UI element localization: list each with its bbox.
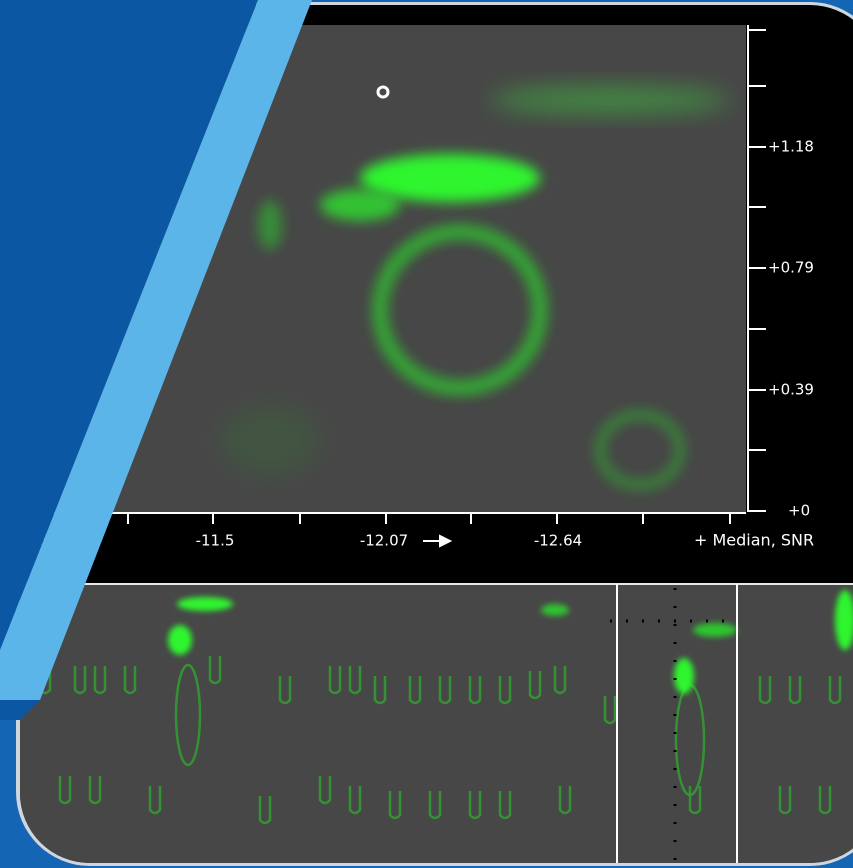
echo-trace	[498, 791, 512, 820]
echo-trace	[553, 666, 567, 695]
echo-trace	[558, 786, 572, 815]
x-tick-label: -11.5	[196, 532, 235, 550]
echo-trace	[828, 676, 842, 705]
echo-blob	[320, 189, 400, 221]
echo-trace	[468, 791, 482, 820]
legend-label: + Median, SNR	[694, 531, 814, 550]
echo-trace	[498, 676, 512, 705]
echo-trace	[208, 656, 222, 685]
x-tick-label: -12.07	[360, 532, 408, 550]
echo-trace	[373, 676, 387, 705]
echo-trace	[818, 786, 832, 815]
y-tick-label: +0	[788, 502, 810, 520]
echo-trace	[278, 676, 292, 705]
echo-trace	[428, 791, 442, 820]
echo-blob	[693, 623, 737, 637]
cursor-marker	[376, 85, 390, 99]
echo-trace	[348, 666, 362, 695]
y-tick-label: +1.18	[768, 138, 814, 156]
echo-trace	[318, 776, 332, 805]
echo-trace	[73, 666, 87, 695]
echo-trace	[778, 786, 792, 815]
x-tick-label: -12.64	[534, 532, 582, 550]
echo-trace	[58, 776, 72, 805]
y-tick-label: +0.79	[768, 259, 814, 277]
decor-light	[0, 0, 312, 700]
echo-trace	[788, 676, 802, 705]
echo-faint	[220, 405, 320, 475]
echo-trace	[468, 676, 482, 705]
echo-trace	[388, 791, 402, 820]
echo-trace	[348, 786, 362, 815]
echo-blob	[168, 625, 192, 655]
y-tick-label: +0.39	[768, 381, 814, 399]
echo-ring	[595, 410, 685, 490]
echo-trace	[93, 666, 107, 695]
echo-trace	[258, 796, 272, 825]
echo-trace	[688, 786, 702, 815]
echo-trace	[174, 663, 202, 767]
echo-ring	[372, 224, 548, 396]
echo-trace	[528, 671, 542, 700]
echo-trace	[758, 676, 772, 705]
echo-blob	[541, 604, 569, 616]
echo-blob	[360, 154, 540, 202]
echo-trace	[123, 666, 137, 695]
strip-echoes	[38, 656, 842, 825]
echo-blob	[835, 590, 853, 650]
echo-blob	[674, 658, 694, 694]
echo-blob	[177, 597, 233, 611]
direction-arrow	[423, 534, 453, 548]
decor-dark	[0, 700, 40, 720]
y-ticks	[748, 29, 766, 512]
echo-trace	[603, 696, 617, 725]
echo-trace	[88, 776, 102, 805]
echo-trace	[438, 676, 452, 705]
echo-trace	[408, 676, 422, 705]
echo-trace	[328, 666, 342, 695]
echo-blob	[258, 200, 282, 250]
echo-streak	[490, 86, 730, 114]
decor-bottom	[0, 720, 14, 868]
echo-trace	[148, 786, 162, 815]
